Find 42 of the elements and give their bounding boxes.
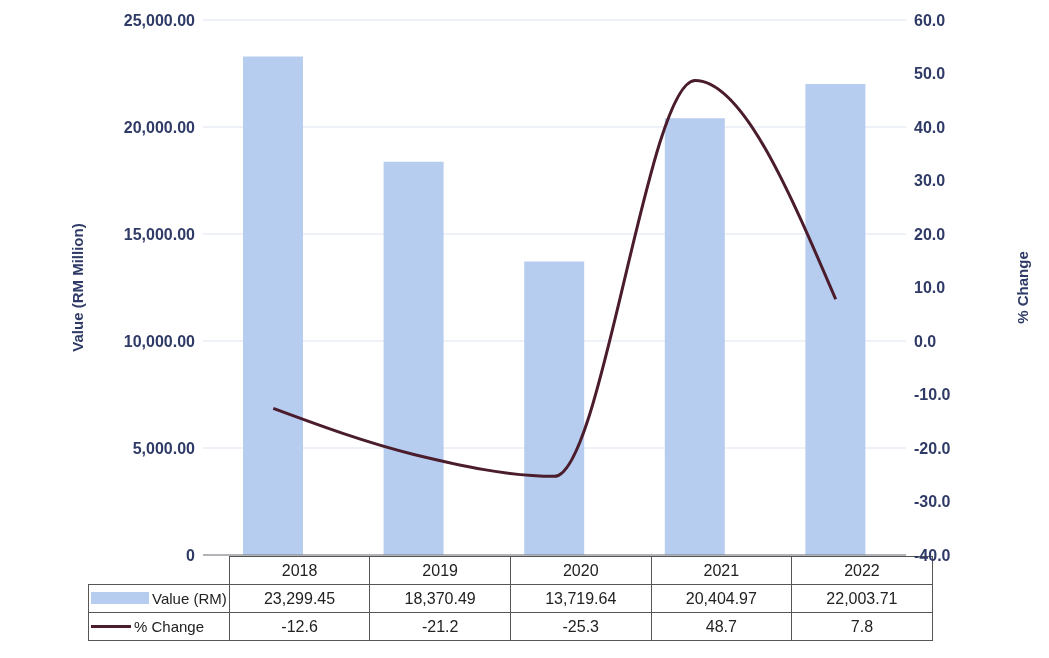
data-label: 23,299.45 [229,584,370,613]
y-tick-label: 0 [186,546,196,564]
data-label: -21.2 [369,612,511,641]
y2-tick-label: -20.0 [914,439,951,457]
y2-tick-label: 50.0 [914,65,946,83]
data-label: 20,404.97 [651,584,792,613]
y2-tick-label: -40.0 [914,546,951,564]
data-label: 18,370.49 [369,584,511,613]
y2-tick-label: 10.0 [914,279,946,297]
y-tick-label: 20,000.00 [123,118,196,136]
y2-tick-label: 0.0 [914,332,937,350]
x-tick-label: 2018 [229,556,370,585]
legend-label: Value (RM) [88,584,230,613]
data-label: -12.6 [229,612,370,641]
bar [524,261,585,555]
y-tick-label: 10,000.00 [123,332,196,350]
bar [243,56,303,555]
y2-tick-label: 60.0 [914,11,946,29]
line-series [271,78,838,478]
bar [805,84,866,555]
y-tick-label: 25,000.00 [123,11,196,29]
y2-tick-label: 20.0 [914,225,946,243]
bar [664,118,725,555]
data-label: 7.8 [791,612,933,641]
x-tick-label: 2021 [651,556,792,585]
y2-tick-label: 30.0 [914,172,946,190]
y-tick-label: 5,000.00 [132,439,196,457]
x-tick-label: 2019 [369,556,511,585]
legend-label: % Change [88,612,230,641]
y-tick-label: 15,000.00 [123,225,196,243]
bar [383,161,444,555]
data-label: -25.3 [510,612,652,641]
y2-axis-title: % Change [1014,251,1032,324]
y2-tick-label: -10.0 [914,386,951,404]
x-tick-label: 2020 [510,556,652,585]
x-tick-label: 2022 [844,561,880,579]
data-label: 48.7 [651,612,792,641]
y2-tick-label: -30.0 [914,493,951,511]
data-label: 13,719.64 [510,584,652,613]
data-label: 22,003.71 [791,584,933,613]
y-axis-title: Value (RM Million) [69,223,87,352]
y2-tick-label: 40.0 [914,118,946,136]
